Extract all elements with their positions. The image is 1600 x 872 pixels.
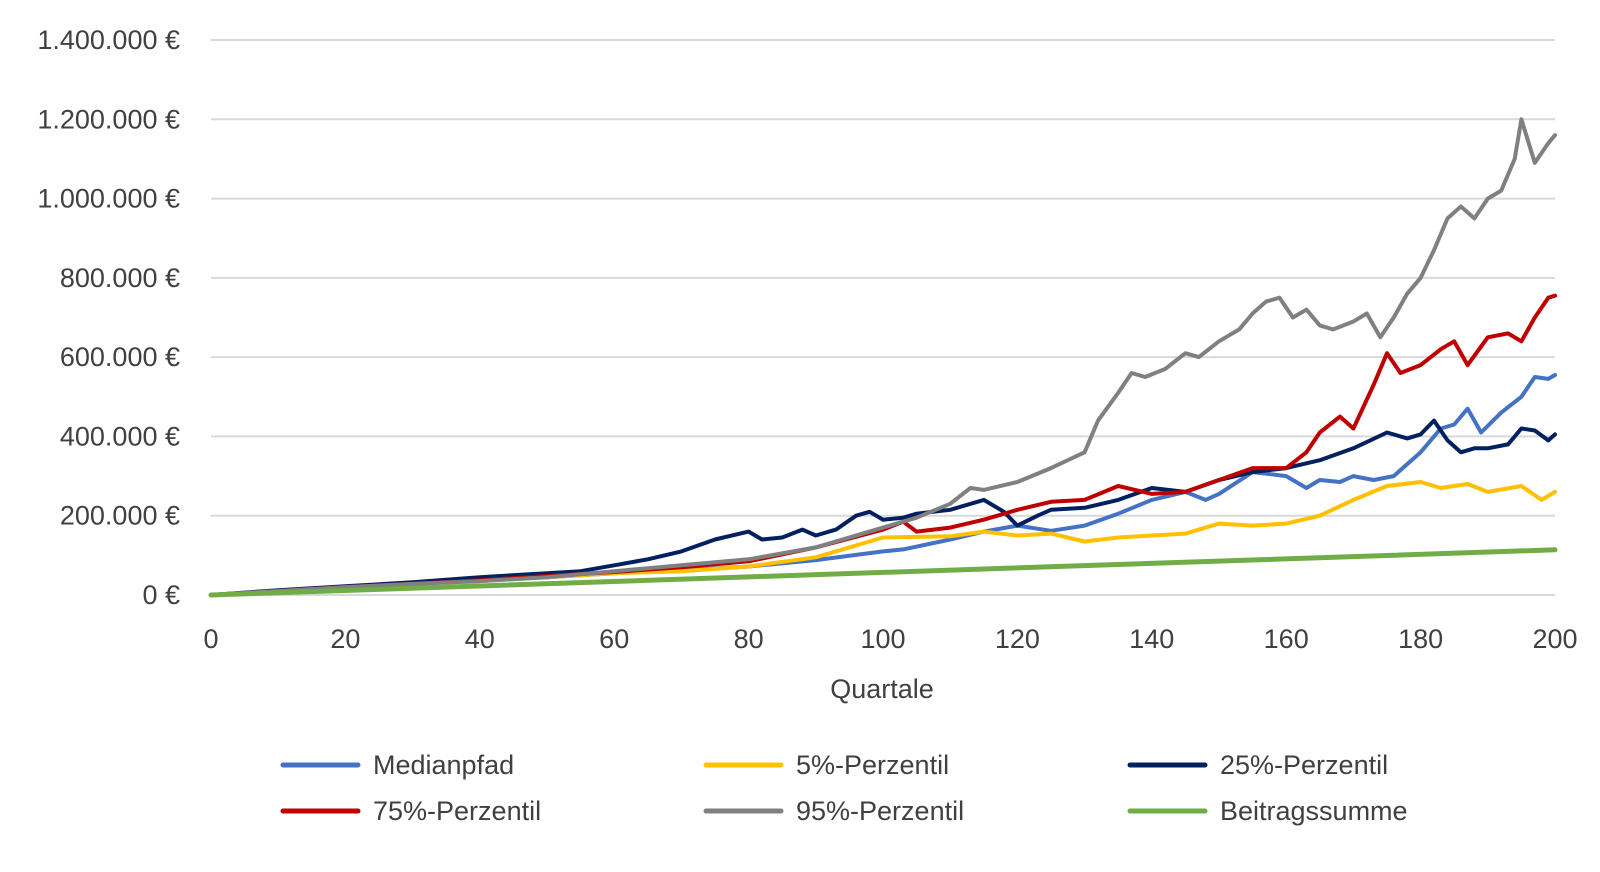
- x-tick-label: 80: [734, 624, 764, 654]
- series-line-3: [209, 418, 1557, 597]
- legend-label: Medianpfad: [373, 750, 514, 780]
- x-tick-label: 120: [995, 624, 1040, 654]
- y-tick-label: 1.000.000 €: [37, 184, 180, 214]
- y-tick-label: 800.000 €: [60, 263, 180, 293]
- x-tick-label: 60: [599, 624, 629, 654]
- x-tick-label: 200: [1532, 624, 1577, 654]
- legend-item: 25%-Perzentil: [1127, 750, 1388, 780]
- series-line-6: [208, 547, 1558, 598]
- legend: Medianpfad 5%-Perzentil 25%-Perzentil 75%-P…: [280, 750, 1408, 826]
- legend-item: 75%-Perzentil: [280, 796, 541, 826]
- legend-item: 5%-Perzentil: [703, 750, 949, 780]
- y-tick-label: 600.000 €: [60, 342, 180, 372]
- legend-label: 75%-Perzentil: [373, 796, 541, 826]
- legend-label: 25%-Perzentil: [1220, 750, 1388, 780]
- legend-item: 95%-Perzentil: [703, 796, 964, 826]
- x-axis-tick-labels: 0 20 40 60 80 100 120 140 160 180 200: [203, 624, 1577, 654]
- y-tick-label: 1.200.000 €: [37, 104, 180, 134]
- x-axis-title: Quartale: [830, 674, 934, 704]
- legend-label: Beitragssumme: [1220, 796, 1408, 826]
- x-tick-label: 20: [330, 624, 360, 654]
- x-tick-label: 180: [1398, 624, 1443, 654]
- series-line-1: [209, 373, 1557, 597]
- gridlines: [211, 39, 1555, 596]
- y-tick-label: 1.400.000 €: [37, 25, 180, 55]
- series-line-5: [209, 117, 1557, 597]
- legend-item: Medianpfad: [280, 750, 514, 780]
- series-lines: [208, 117, 1558, 598]
- series-line-2: [209, 480, 1557, 597]
- x-tick-label: 40: [465, 624, 495, 654]
- x-tick-label: 0: [203, 624, 218, 654]
- x-tick-label: 100: [860, 624, 905, 654]
- y-tick-label: 200.000 €: [60, 501, 180, 531]
- y-tick-label: 400.000 €: [60, 421, 180, 451]
- y-tick-label: 0 €: [142, 580, 180, 610]
- legend-item: Beitragssumme: [1127, 796, 1408, 826]
- y-axis-tick-labels: 0 € 200.000 € 400.000 € 600.000 € 800.000 € 1…: [37, 25, 180, 610]
- x-tick-label: 140: [1129, 624, 1174, 654]
- legend-label: 5%-Perzentil: [796, 750, 949, 780]
- legend-label: 95%-Perzentil: [796, 796, 964, 826]
- x-tick-label: 160: [1264, 624, 1309, 654]
